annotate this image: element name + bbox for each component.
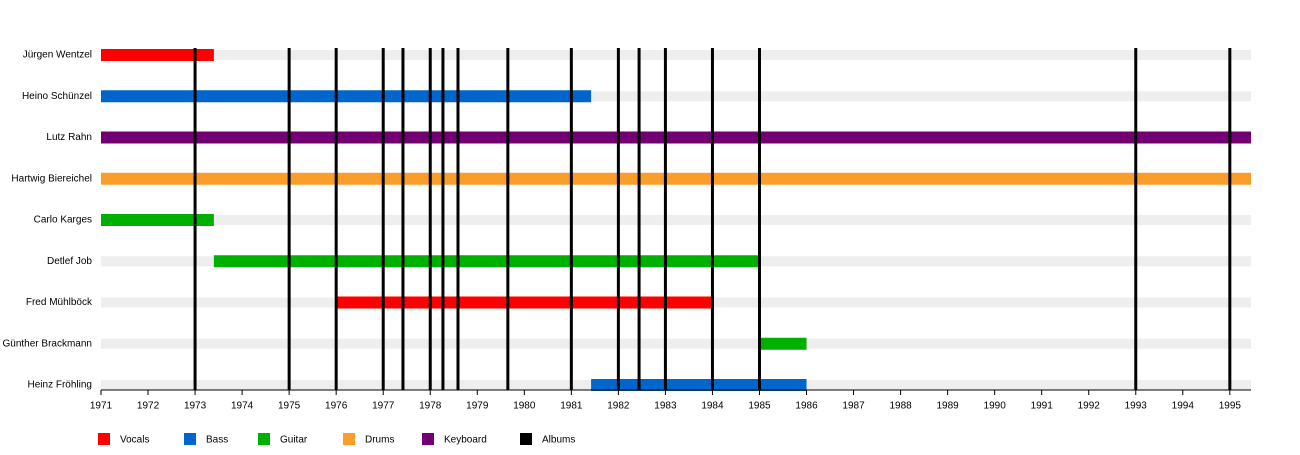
legend-swatch bbox=[343, 433, 355, 445]
x-tick-label: 1984 bbox=[701, 401, 724, 412]
member-bar bbox=[101, 49, 214, 61]
legend-label: Guitar bbox=[280, 435, 308, 446]
row-label: Heinz Fröhling bbox=[28, 380, 92, 391]
x-tick-label: 1975 bbox=[278, 401, 301, 412]
legend-swatch bbox=[258, 433, 270, 445]
x-tick-label: 1988 bbox=[889, 401, 912, 412]
member-bar bbox=[591, 379, 807, 391]
row-label: Heino Schünzel bbox=[22, 91, 92, 102]
member-bar bbox=[101, 131, 1251, 144]
x-tick-label: 1985 bbox=[748, 401, 771, 412]
row-band bbox=[101, 215, 1251, 225]
x-tick-label: 1986 bbox=[795, 401, 818, 412]
row-label: Fred Mühlböck bbox=[26, 297, 93, 308]
row-band bbox=[101, 338, 1251, 349]
x-tick-label: 1978 bbox=[419, 401, 442, 412]
x-tick-label: 1977 bbox=[372, 401, 395, 412]
row-label: Carlo Karges bbox=[34, 215, 92, 226]
legend-label: Albums bbox=[542, 435, 575, 446]
member-bar bbox=[101, 90, 592, 103]
x-tick-label: 1995 bbox=[1219, 401, 1242, 412]
x-tick-label: 1992 bbox=[1078, 401, 1101, 412]
member-bar bbox=[336, 296, 713, 309]
legend-swatch bbox=[184, 433, 196, 445]
x-tick-label: 1991 bbox=[1031, 401, 1054, 412]
legend-label: Vocals bbox=[120, 435, 149, 446]
row-label: Jürgen Wentzel bbox=[23, 50, 92, 61]
x-tick-label: 1980 bbox=[513, 401, 536, 412]
x-tick-label: 1987 bbox=[842, 401, 865, 412]
x-tick-label: 1981 bbox=[560, 401, 583, 412]
member-bar bbox=[759, 337, 807, 350]
row-band bbox=[101, 50, 1251, 60]
x-tick-label: 1983 bbox=[654, 401, 677, 412]
x-tick-label: 1982 bbox=[607, 401, 630, 412]
x-tick-label: 1971 bbox=[90, 401, 113, 412]
x-tick-label: 1976 bbox=[325, 401, 348, 412]
x-tick-label: 1979 bbox=[466, 401, 489, 412]
legend-label: Drums bbox=[365, 435, 394, 446]
x-tick-label: 1994 bbox=[1172, 401, 1195, 412]
x-tick-label: 1974 bbox=[231, 401, 254, 412]
row-label: Günther Brackmann bbox=[3, 338, 93, 349]
member-bar bbox=[213, 255, 760, 268]
row-label: Hartwig Biereichel bbox=[11, 173, 92, 184]
member-bar bbox=[101, 214, 214, 226]
row-label: Lutz Rahn bbox=[46, 132, 92, 143]
legend-swatch bbox=[520, 433, 532, 445]
x-tick-label: 1993 bbox=[1125, 401, 1148, 412]
legend-swatch bbox=[422, 433, 434, 445]
x-tick-label: 1989 bbox=[937, 401, 960, 412]
legend-label: Bass bbox=[206, 435, 228, 446]
row-band bbox=[101, 91, 1251, 102]
legend-swatch bbox=[98, 433, 110, 445]
member-bar bbox=[101, 172, 1251, 185]
legend-label: Keyboard bbox=[444, 435, 487, 446]
x-tick-label: 1973 bbox=[184, 401, 207, 412]
x-tick-label: 1990 bbox=[984, 401, 1007, 412]
row-label: Detlef Job bbox=[47, 256, 92, 267]
x-tick-label: 1972 bbox=[137, 401, 160, 412]
